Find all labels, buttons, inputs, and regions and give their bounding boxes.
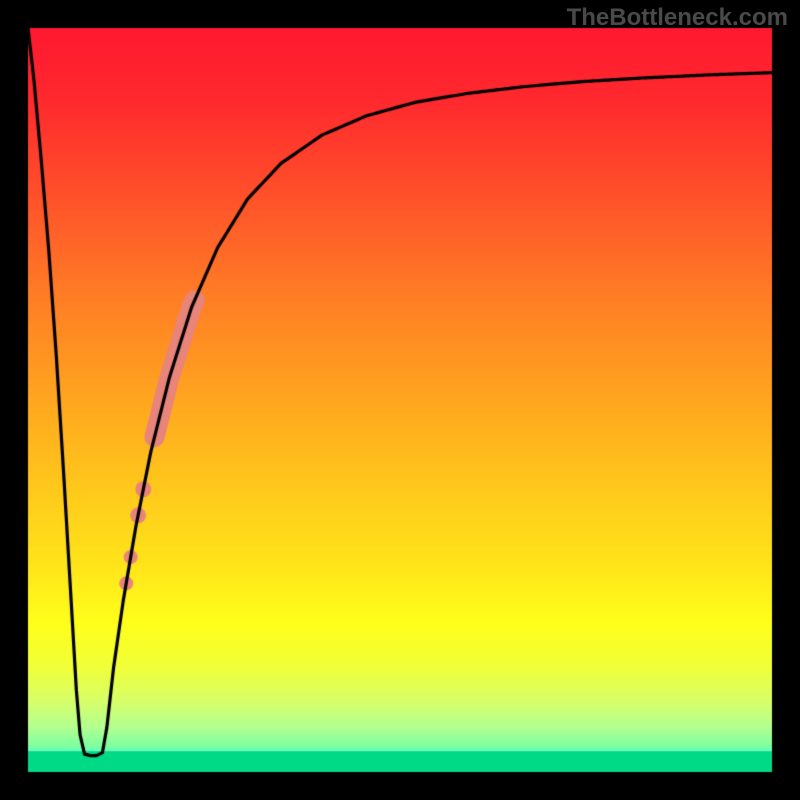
bottleneck-curve-chart	[0, 0, 800, 800]
chart-stage: TheBottleneck.com	[0, 0, 800, 800]
